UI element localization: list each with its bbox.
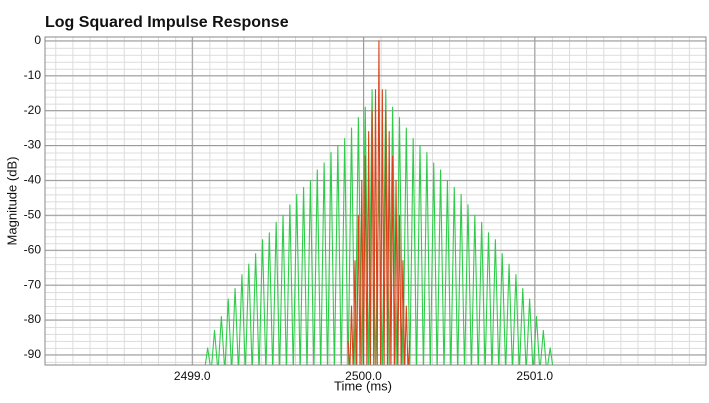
y-tick-label: -80 xyxy=(24,312,42,326)
y-tick-label: -40 xyxy=(24,173,42,187)
x-tick-label: 2500.0 xyxy=(345,369,382,383)
y-tick-label: -20 xyxy=(24,103,42,117)
y-tick-label: 0 xyxy=(34,33,41,47)
minor-grid xyxy=(45,37,706,365)
y-tick-label: -30 xyxy=(24,138,42,152)
series-layer xyxy=(204,40,554,365)
chart-title: Log Squared Impulse Response xyxy=(45,14,289,31)
tick-labels: 2499.0 2500.0 2501.0 0 -10 -20 -30 -40 -50 -60 -70… xyxy=(24,33,554,383)
x-axis-title: Time (ms) xyxy=(334,378,392,393)
y-axis-title: Magnitude (dB) xyxy=(4,157,19,246)
minor-grid-pattern xyxy=(45,37,706,365)
y-tick-label: -90 xyxy=(24,347,42,361)
y-tick-label: -50 xyxy=(24,207,42,221)
series-line xyxy=(347,40,411,365)
y-tick-label: -60 xyxy=(24,242,42,256)
plot-frame xyxy=(44,36,707,366)
series-line xyxy=(204,89,554,365)
y-tick-label: -10 xyxy=(24,68,42,82)
x-tick-label: 2501.0 xyxy=(516,369,553,383)
x-tick-label: 2499.0 xyxy=(174,369,211,383)
major-grid xyxy=(45,37,706,365)
y-tick-label: -70 xyxy=(24,277,42,291)
